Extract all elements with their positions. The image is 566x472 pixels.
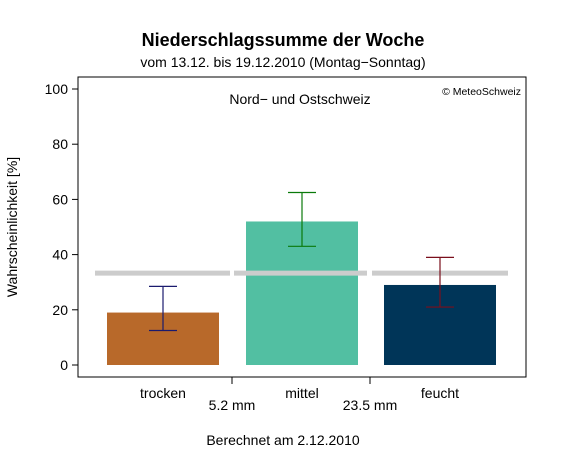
y-tick-label: 80 <box>52 136 68 152</box>
y-tick-label: 0 <box>60 357 68 373</box>
x-category-label: mittel <box>285 385 318 401</box>
threshold-label: 5.2 mm <box>209 397 256 413</box>
copyright-label: © MeteoSchweiz <box>442 86 521 98</box>
y-tick-label: 60 <box>52 191 68 207</box>
x-category-label: trocken <box>140 385 186 401</box>
chart-title: Niederschlagssumme der Woche <box>141 30 425 50</box>
calculation-date: Berechnet am 2.12.2010 <box>206 432 360 448</box>
error-bar-feucht <box>426 256 454 308</box>
chart-subtitle: vom 13.12. bis 19.12.2010 (Montag−Sonnta… <box>140 54 426 70</box>
error-bar-trocken <box>149 285 177 332</box>
region-label: Nord− und Ostschweiz <box>229 91 370 107</box>
plot-frame <box>77 76 527 378</box>
y-tick-label: 20 <box>52 302 68 318</box>
threshold-label: 23.5 mm <box>343 397 397 413</box>
y-axis-label: Wahrscheinlichkeit [%] <box>4 157 20 297</box>
y-tick-label: 100 <box>45 81 69 97</box>
axes: 0 20 40 60 80 100 trocken mittel feucht 5.2 mm 23.… <box>45 76 527 413</box>
x-category-label: feucht <box>421 385 459 401</box>
y-tick-label: 40 <box>52 247 68 263</box>
error-bar-mittel <box>288 191 316 247</box>
chart-marks <box>95 191 508 365</box>
